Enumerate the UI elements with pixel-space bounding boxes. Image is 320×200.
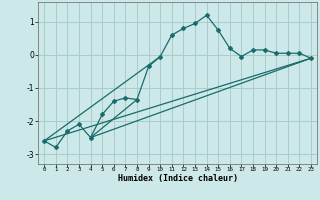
X-axis label: Humidex (Indice chaleur): Humidex (Indice chaleur) — [118, 174, 238, 183]
